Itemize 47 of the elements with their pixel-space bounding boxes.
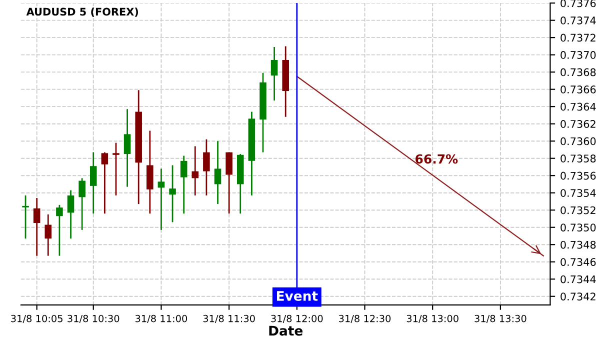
y-tick-label: 0.7342 bbox=[560, 292, 596, 300]
x-tick-label: 31/8 11:00 bbox=[135, 314, 188, 323]
candlestick bbox=[203, 138, 210, 196]
y-tick-label: 0.7374 bbox=[560, 16, 596, 24]
x-tick-label: 31/8 10:05 bbox=[11, 314, 62, 323]
y-tick-label: 0.7372 bbox=[560, 34, 596, 42]
x-axis-title: Date bbox=[269, 326, 303, 336]
y-tick-label: 0.7346 bbox=[560, 258, 596, 266]
y-tick-label: 0.7344 bbox=[560, 275, 596, 284]
y-tick-label: 0.7358 bbox=[560, 154, 596, 162]
y-tick-label: 0.7348 bbox=[560, 240, 596, 249]
candlestick bbox=[101, 152, 108, 214]
candlestick bbox=[270, 46, 278, 102]
candlestick bbox=[112, 142, 120, 196]
y-tick-label: 0.7350 bbox=[560, 224, 596, 232]
candlestick bbox=[158, 168, 165, 231]
candlestick bbox=[180, 155, 188, 214]
y-tick-label: 0.7362 bbox=[560, 120, 596, 128]
candlestick bbox=[124, 108, 131, 188]
y-tick-label: 0.7356 bbox=[560, 172, 596, 180]
ref-line-label: Event bbox=[276, 291, 318, 301]
candlestick bbox=[226, 152, 232, 214]
candlestick bbox=[21, 194, 30, 240]
candlestick bbox=[214, 140, 222, 205]
y-tick-label: 0.7370 bbox=[560, 51, 596, 59]
x-tick-label: 31/8 11:30 bbox=[203, 314, 255, 323]
x-tick-label: 31/8 13:30 bbox=[474, 314, 526, 323]
candlestick bbox=[67, 190, 74, 240]
y-tick-label: 0.7354 bbox=[560, 189, 596, 197]
x-tick-label: 31/8 12:30 bbox=[339, 314, 391, 323]
y-tick-label: 0.7368 bbox=[560, 68, 596, 76]
candlestick bbox=[169, 164, 176, 223]
candlestick bbox=[78, 177, 86, 231]
x-tick-label: 31/8 10:30 bbox=[68, 314, 120, 323]
annotation: 66.7% bbox=[416, 154, 458, 164]
y-tick-label: 0.7352 bbox=[560, 206, 596, 214]
y-tick-label: 0.7364 bbox=[560, 102, 596, 111]
candlestick bbox=[44, 214, 52, 257]
x-tick-label: 31/8 13:00 bbox=[406, 314, 458, 323]
candlestick bbox=[56, 204, 63, 257]
candlestick bbox=[90, 152, 97, 214]
chart-title: AUDUSD 5 (FOREX) bbox=[26, 8, 138, 17]
x-tick-label: 31/8 12:00 bbox=[271, 314, 323, 323]
y-tick-label: 0.7366 bbox=[560, 86, 596, 94]
candlestick bbox=[33, 197, 40, 257]
candlestick bbox=[192, 146, 199, 196]
y-tick-label: 0.7360 bbox=[560, 137, 596, 146]
